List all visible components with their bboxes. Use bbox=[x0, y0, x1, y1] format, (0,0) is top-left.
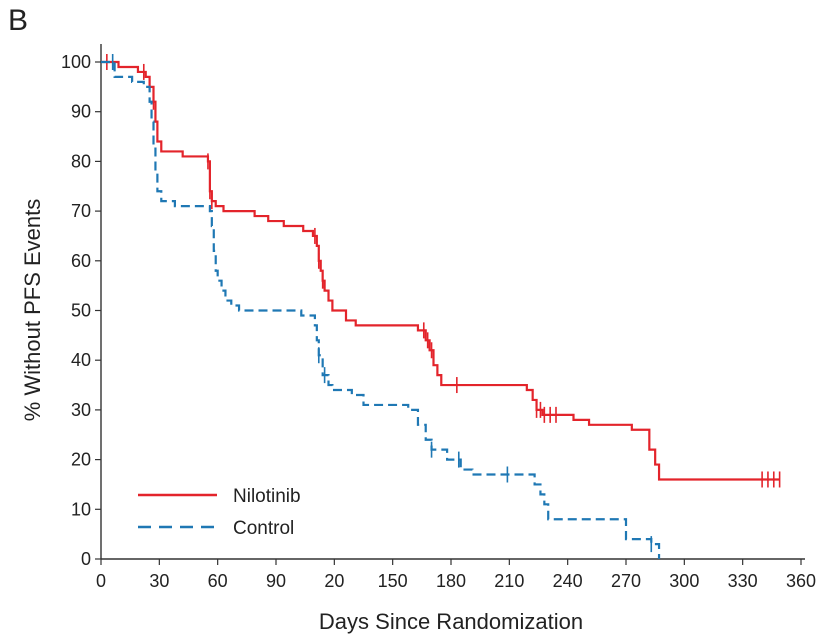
y-axis-ticks: 0 10 20 30 40 50 60 70 80 90 100 bbox=[61, 52, 101, 569]
x-tick-label: 60 bbox=[208, 571, 228, 591]
legend-label-nilotinib: Nilotinib bbox=[233, 486, 301, 507]
x-tick-label: 360 bbox=[786, 571, 816, 591]
x-axis-ticks: 0 30 60 90 20 150 180 210 240 270 300 330 360 bbox=[96, 559, 816, 591]
y-tick-label: 20 bbox=[71, 450, 91, 470]
survival-curve-nilotinib bbox=[101, 60, 780, 481]
y-tick-label: 60 bbox=[71, 251, 91, 271]
x-tick-label: 90 bbox=[266, 571, 286, 591]
y-tick-label: 30 bbox=[71, 400, 91, 420]
panel-label: B bbox=[8, 4, 29, 37]
y-tick-label: 10 bbox=[71, 499, 91, 519]
x-tick-label: 300 bbox=[669, 571, 699, 591]
x-tick-label: 150 bbox=[378, 571, 408, 591]
series-nilotinib bbox=[101, 54, 781, 488]
x-tick-label: 0 bbox=[96, 571, 106, 591]
x-tick-label: 210 bbox=[494, 571, 524, 591]
x-axis-label: Days Since Randomization bbox=[319, 609, 583, 634]
x-tick-label: 330 bbox=[728, 571, 758, 591]
x-tick-label: 30 bbox=[149, 571, 169, 591]
x-tick-label: 20 bbox=[324, 571, 344, 591]
x-tick-label: 270 bbox=[611, 571, 641, 591]
x-tick-label: 240 bbox=[553, 571, 583, 591]
survival-curve-control bbox=[101, 60, 661, 559]
y-axis-label: % Without PFS Events bbox=[20, 199, 45, 422]
y-tick-label: 90 bbox=[71, 102, 91, 122]
series-layer bbox=[101, 54, 781, 559]
y-tick-label: 50 bbox=[71, 301, 91, 321]
y-tick-label: 80 bbox=[71, 151, 91, 171]
x-tick-label: 180 bbox=[436, 571, 466, 591]
y-tick-label: 40 bbox=[71, 350, 91, 370]
y-tick-label: 0 bbox=[81, 549, 91, 569]
legend: Nilotinib Control bbox=[138, 486, 301, 539]
legend-label-control: Control bbox=[233, 518, 294, 539]
series-control bbox=[101, 54, 661, 559]
y-tick-label: 70 bbox=[71, 201, 91, 221]
axes bbox=[100, 44, 805, 560]
y-tick-label: 100 bbox=[61, 52, 91, 72]
